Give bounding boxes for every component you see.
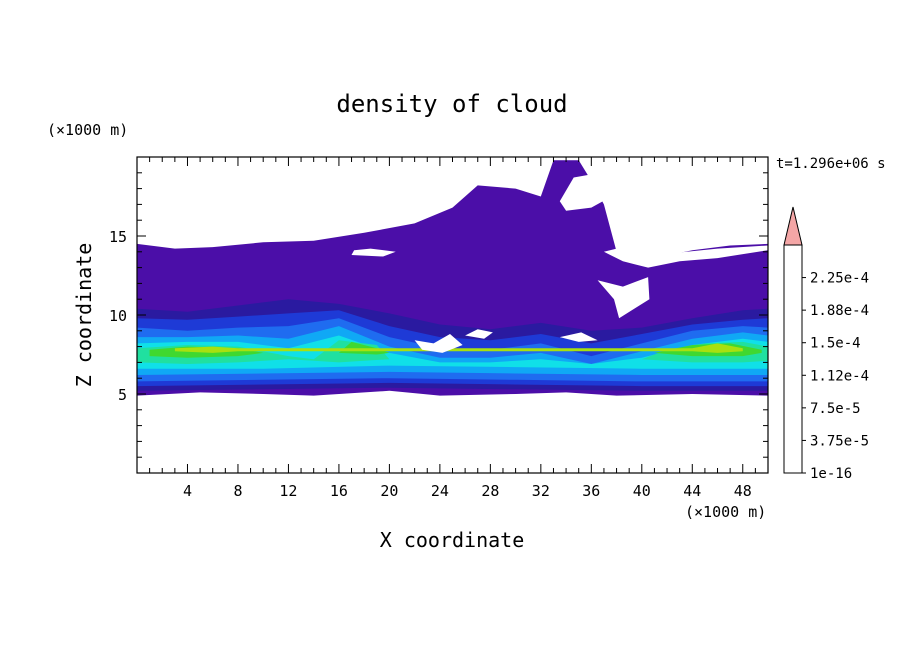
contour-band-7 [149, 341, 762, 358]
x-axis-label: X coordinate [380, 528, 525, 552]
x-tick-label: 36 [582, 482, 600, 500]
y-axis-label: Z coordinate [72, 243, 96, 388]
x-tick-label: 4 [183, 482, 192, 500]
density-field [137, 160, 768, 396]
time-label: t=1.296e+06 s [776, 156, 886, 172]
x-tick-label: 8 [233, 482, 242, 500]
colorbar-label: 1e-16 [810, 466, 852, 482]
chart-title: density of cloud [336, 90, 567, 118]
x-unit-label: (×1000 m) [685, 503, 766, 521]
colorbar-label: 7.5e-5 [810, 401, 861, 417]
x-tick-label: 48 [734, 482, 752, 500]
x-tick-label: 32 [532, 482, 550, 500]
contour-band-5 [137, 335, 768, 369]
colorbar-over-triangle [783, 206, 803, 246]
colorbar-label: 1.5e-4 [810, 336, 861, 352]
colorbar-label: 2.25e-4 [810, 271, 869, 287]
contour-gap-1 [603, 245, 768, 268]
contour-gap-5 [465, 329, 493, 339]
contour-band-6 [137, 340, 768, 364]
colorbar-label: 1.12e-4 [810, 368, 869, 384]
contour-gap-4 [414, 334, 463, 353]
contour-gap-3 [597, 277, 650, 319]
contour-gap-0 [559, 174, 612, 211]
colorbar-frame [783, 244, 803, 474]
y-tick-label: 15 [109, 228, 127, 246]
colorbar-label: 3.75e-5 [810, 433, 869, 449]
contour-band-8 [174, 343, 743, 353]
y-tick-label: 10 [109, 307, 127, 325]
x-tick-label: 20 [380, 482, 398, 500]
x-tick-label: 40 [633, 482, 651, 500]
x-tick-label: 12 [279, 482, 297, 500]
contour-gap-6 [559, 332, 598, 342]
x-tick-label: 44 [683, 482, 701, 500]
y-axis: 5 10 15 [109, 172, 768, 458]
x-tick-label: 24 [431, 482, 449, 500]
contour-gap-2 [351, 248, 396, 257]
colorbar: 1e-16 3.75e-5 7.5e-5 1.12e-4 1.5e-4 1.88e-4 2.… [783, 206, 869, 482]
x-tick-label: 28 [481, 482, 499, 500]
x-tick-label: 16 [330, 482, 348, 500]
y-unit-label: (×1000 m) [47, 121, 128, 139]
y-tick-label: 5 [118, 386, 127, 404]
x-axis: 4 8 12 16 20 24 28 32 36 40 44 48 [149, 157, 756, 500]
colorbar-label: 1.88e-4 [810, 303, 869, 319]
